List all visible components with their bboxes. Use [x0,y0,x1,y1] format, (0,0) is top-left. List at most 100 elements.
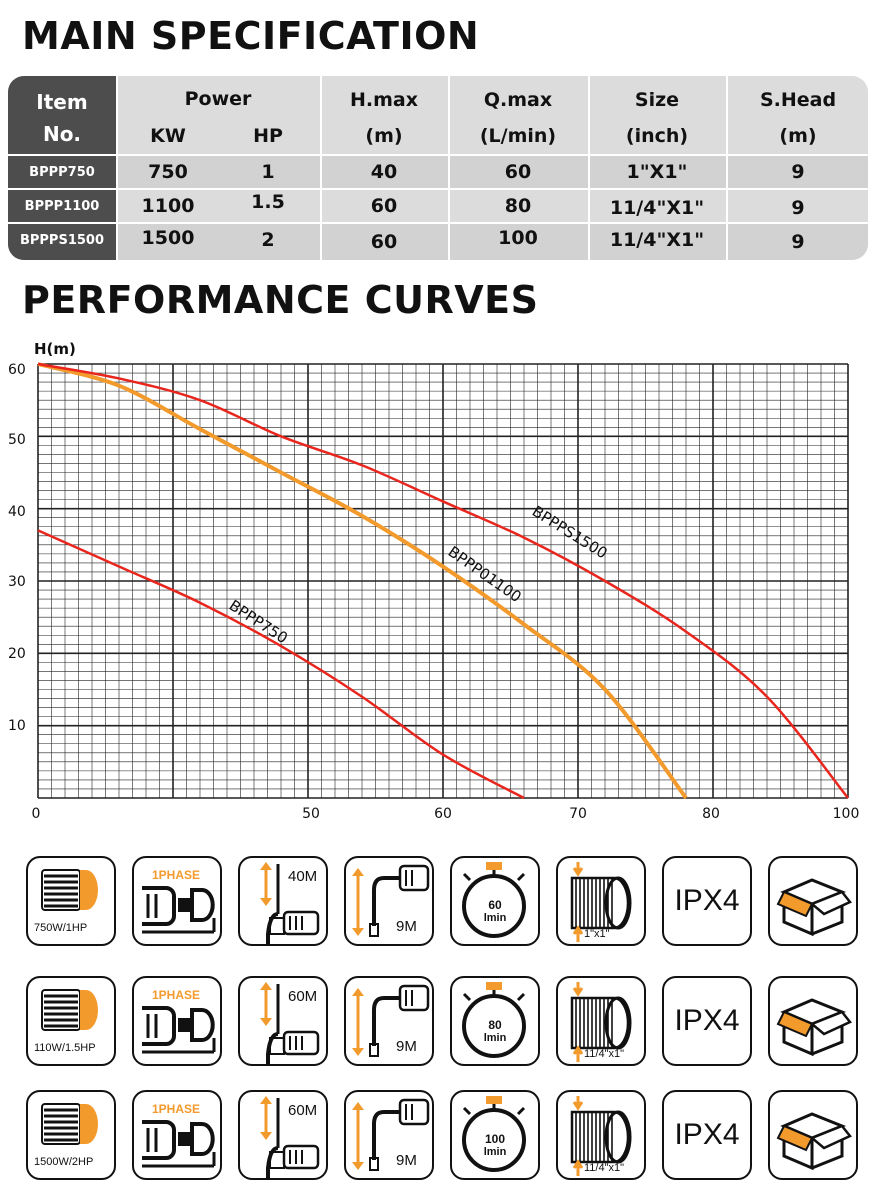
ip-rating-icon: IPX4 [662,856,752,946]
table-cell-hmax: 60 [370,231,398,253]
hmax-header: H.max [350,89,418,111]
performance-curves-heading: PERFORMANCE CURVES [22,278,539,322]
hose-size-label: 11/4"x1" [584,1048,625,1060]
flow-unit-label: lmin [483,1146,507,1158]
table-cell-qmax: 60 [504,161,532,183]
hose-size-icon: 11/4"x1" [556,1090,646,1180]
hp-header: HP [253,125,283,147]
max-head-label: 60M [288,988,318,1005]
head-height-icon: 60M [238,976,328,1066]
phase-label: 1PHASE [152,1102,201,1116]
main-specification-heading: MAIN SPECIFICATION [22,14,480,58]
no-header: No. [42,122,82,146]
chart-curves [37,362,849,800]
hose-size-icon: 1"x1" [556,856,646,946]
ip-rating-label: IPX4 [674,884,740,917]
max-head-label: 60M [288,1102,318,1119]
single-phase-icon: 1PHASE [132,976,222,1066]
power-header: Power [184,88,252,110]
table-cell-size: 1"X1" [626,161,688,183]
size-header: Size [634,89,680,111]
y-tick-label: 30 [8,574,26,590]
shead-header: S.Head [759,89,837,111]
phase-label: 1PHASE [152,868,201,882]
single-phase-icon: 1PHASE [132,856,222,946]
motor-icon: 750W/1HP [26,856,116,946]
kw-header: KW [150,125,186,147]
curve-bppp750 [37,529,525,800]
specification-table: Item No. Power KW HP H.max (m) Q.max (L/… [8,76,868,260]
flow-rate-label: 100 [484,1132,506,1146]
hose-size-label: 11/4"x1" [584,1162,625,1174]
performance-chart: 0 50 60 70 80 100 60 50 40 30 20 10 H(m) BPPP750BPP… [8,340,859,822]
size-unit-header: (inch) [625,125,689,147]
table-cell-size: 11/4"X1" [609,229,705,251]
ip-rating-icon: IPX4 [662,976,752,1066]
shead-unit-header: (m) [779,125,817,147]
table-row-item: BPPPS1500 [19,232,105,248]
row-band-1 [8,154,868,190]
table-cell-qmax: 100 [498,227,538,249]
ip-rating-label: IPX4 [674,1004,740,1037]
table-cell-kw: 750 [148,161,188,183]
item-column-bg-rows [8,154,116,260]
motor-power-label: 110W/1.5HP [34,1042,96,1054]
y-tick-label: 10 [8,718,26,734]
package-box-icon [768,976,858,1066]
curve-bppps1500 [37,362,849,799]
head-height-icon: 40M [238,856,328,946]
table-cell-shead: 9 [791,161,805,183]
hose-size-label: 1"x1" [584,928,610,940]
x-tick-label: 70 [569,806,587,822]
table-cell-hmax: 60 [370,195,398,217]
x-tick-label: 100 [833,806,860,822]
row-band-3 [8,224,868,260]
table-cell-hp: 1 [261,161,275,183]
table-cell-qmax: 80 [504,195,532,217]
suction-head-icon: 9M [344,1090,434,1180]
table-cell-size: 11/4"X1" [609,197,705,219]
ip-rating-icon: IPX4 [662,1090,752,1180]
y-tick-label: 60 [8,362,26,378]
single-phase-icon: 1PHASE [132,1090,222,1180]
suction-head-label: 9M [396,1152,417,1169]
stopwatch-icon: 60 lmin [450,856,540,946]
table-cell-hp: 1.5 [251,191,285,213]
curve-bppp01100 [37,362,688,800]
hmax-unit-header: (m) [365,125,403,147]
package-box-icon [768,1090,858,1180]
qmax-unit-header: (L/min) [479,125,557,147]
phase-label: 1PHASE [152,988,201,1002]
motor-icon: 1500W/2HP [26,1090,116,1180]
motor-power-label: 750W/1HP [34,922,88,934]
max-head-label: 40M [288,868,318,885]
hose-size-icon: 11/4"x1" [556,976,646,1066]
qmax-header: Q.max [483,89,553,111]
table-cell-shead: 9 [791,197,805,219]
flow-rate-label: 80 [488,1018,502,1032]
x-tick-label: 0 [32,806,41,822]
suction-head-label: 9M [396,1038,417,1055]
table-cell-hp: 2 [261,229,275,251]
chart-ticks: 0 50 60 70 80 100 60 50 40 30 20 10 [8,362,859,822]
table-row-item: BPPP750 [29,164,95,180]
x-tick-label: 80 [702,806,720,822]
table-cell-hmax: 40 [370,161,398,183]
flow-unit-label: lmin [483,912,507,924]
motor-power-label: 1500W/2HP [34,1156,94,1168]
x-tick-label: 60 [434,806,452,822]
y-tick-label: 50 [8,432,26,448]
flow-rate-label: 60 [488,898,502,912]
head-height-icon: 60M [238,1090,328,1180]
stopwatch-icon: 80 lmin [450,976,540,1066]
suction-head-label: 9M [396,918,417,935]
motor-icon: 110W/1.5HP [26,976,116,1066]
ip-rating-label: IPX4 [674,1118,740,1151]
package-box-icon [768,856,858,946]
y-tick-label: 20 [8,646,26,662]
stopwatch-icon: 100 lmin [450,1090,540,1180]
flow-unit-label: lmin [483,1032,507,1044]
curve-label: BPPPS1500 [529,502,611,562]
suction-head-icon: 9M [344,976,434,1066]
